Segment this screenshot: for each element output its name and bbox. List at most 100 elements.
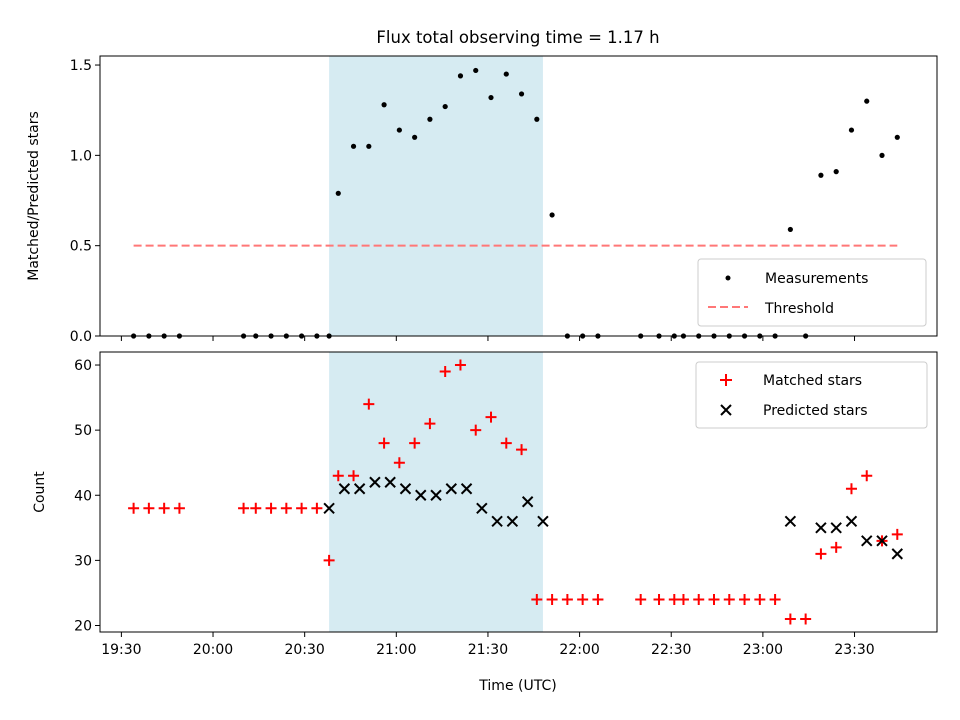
matched-stars-point xyxy=(173,502,185,514)
measurements-point xyxy=(457,73,464,79)
predicted-stars-point xyxy=(476,502,488,514)
top-y-tick-label: 1.0 xyxy=(70,148,92,164)
top-legend: Measurements Threshold xyxy=(697,258,927,327)
predicted-stars-point xyxy=(521,496,534,508)
legend-measurements-label: Measurements xyxy=(765,271,868,287)
bottom-y-tick-label: 50 xyxy=(74,423,92,439)
matched-stars-point xyxy=(439,366,451,378)
matched-stars-point xyxy=(635,593,647,605)
predicted-stars-point xyxy=(399,483,412,495)
matched-stars-point xyxy=(546,593,558,605)
predicted-stars-point xyxy=(861,535,873,547)
matched-stars-point xyxy=(363,398,375,410)
predicted-stars-point xyxy=(537,515,549,528)
matched-stars-point xyxy=(739,593,751,605)
measurements-point xyxy=(879,152,885,158)
predicted-stars-point xyxy=(460,483,473,495)
matched-stars-point xyxy=(561,593,573,605)
measurements-point xyxy=(381,102,387,108)
measurements-point xyxy=(833,169,839,175)
bottom-observing-span xyxy=(329,352,543,632)
bottom-y-ticks: 20 30 40 50 60 xyxy=(74,358,100,634)
legend-matched-marker xyxy=(720,374,732,386)
legend-predicted-label: Predicted stars xyxy=(763,403,868,419)
predicted-stars-point xyxy=(891,548,903,560)
matched-stars-point xyxy=(250,502,262,514)
matched-stars-point xyxy=(454,359,466,371)
measurements-point xyxy=(396,127,402,133)
top-y-ticks: 0.0 0.5 1.0 1.5 xyxy=(70,58,100,345)
x-tick-label: 22:00 xyxy=(559,642,599,658)
bottom-y-tick-label: 60 xyxy=(74,358,92,374)
matched-stars-point xyxy=(280,502,292,514)
matched-stars-point xyxy=(296,502,308,514)
matched-stars-point xyxy=(693,593,705,605)
top-y-tick-label: 0.0 xyxy=(70,329,92,345)
matched-stars-point xyxy=(677,593,689,605)
matched-stars-point xyxy=(128,502,140,514)
predicted-stars-point xyxy=(830,522,842,534)
measurements-point xyxy=(864,98,870,104)
predicted-stars-point xyxy=(815,522,827,534)
predicted-stars-point xyxy=(845,515,858,528)
measurements-point xyxy=(350,143,357,149)
bottom-x-ticks: 19:30 20:00 20:30 21:00 21:30 22:00 22:30 23:00… xyxy=(101,632,875,658)
predicted-stars-point xyxy=(369,476,381,488)
predicted-stars-point xyxy=(338,483,351,495)
measurements-point xyxy=(442,103,448,110)
top-panel: 0.0 0.5 1.0 1.5 Flux total observing time =… xyxy=(26,28,938,345)
predicted-stars-point xyxy=(445,483,458,495)
bottom-legend-box xyxy=(695,361,928,429)
bottom-y-tick-label: 40 xyxy=(74,488,92,504)
predicted-stars-point xyxy=(876,535,888,547)
predicted-stars-point xyxy=(323,502,335,514)
measurements-point xyxy=(473,67,479,74)
measurements-point xyxy=(366,143,372,149)
predicted-stars-point xyxy=(353,483,366,495)
matched-stars-point xyxy=(577,593,589,605)
measurements-point xyxy=(412,134,418,140)
legend-matched-label: Matched stars xyxy=(763,373,862,389)
measurements-point xyxy=(549,212,555,218)
x-tick-label: 22:30 xyxy=(651,642,691,658)
x-tick-label: 20:00 xyxy=(193,642,233,658)
matched-stars-point xyxy=(891,528,903,540)
bottom-y-tick-label: 20 xyxy=(74,618,92,634)
bottom-legend: Matched stars Predicted stars xyxy=(695,361,928,429)
matched-stars-point xyxy=(470,424,482,436)
matched-stars-point xyxy=(723,593,735,605)
matched-stars-point xyxy=(830,541,842,553)
top-y-axis-label: Matched/Predicted stars xyxy=(26,111,42,281)
x-tick-label: 19:30 xyxy=(101,642,141,658)
matched-stars-point xyxy=(861,470,873,482)
matched-stars-point xyxy=(378,437,390,449)
bottom-axes-frame xyxy=(99,351,938,633)
predicted-stars-point xyxy=(384,476,396,488)
legend-measurements-marker xyxy=(725,275,731,281)
chart-title: Flux total observing time = 1.17 h xyxy=(376,28,659,47)
predicted-stars-point xyxy=(506,515,519,528)
matched-stars-point xyxy=(531,593,543,605)
matched-stars-point xyxy=(332,470,344,482)
legend-predicted-marker xyxy=(720,404,732,416)
matched-stars-point xyxy=(708,593,720,605)
measurements-point xyxy=(488,94,494,101)
matched-stars-point xyxy=(516,444,528,456)
matched-stars-point xyxy=(800,613,812,625)
bottom-plot-marks xyxy=(128,359,903,625)
predicted-stars-point xyxy=(430,489,442,501)
matched-stars-point xyxy=(393,457,405,469)
measurements-point xyxy=(503,71,509,77)
x-tick-label: 21:30 xyxy=(468,642,508,658)
predicted-stars-point xyxy=(491,515,503,528)
measurements-point xyxy=(818,172,824,178)
matched-stars-point xyxy=(485,411,497,423)
x-tick-label: 23:30 xyxy=(834,642,874,658)
measurements-point xyxy=(894,134,900,140)
measurements-point xyxy=(848,127,855,133)
legend-threshold-label: Threshold xyxy=(764,301,834,317)
matched-stars-point xyxy=(769,593,781,605)
matched-stars-point xyxy=(815,548,827,560)
measurements-point xyxy=(335,190,341,196)
top-legend-box xyxy=(697,258,927,327)
